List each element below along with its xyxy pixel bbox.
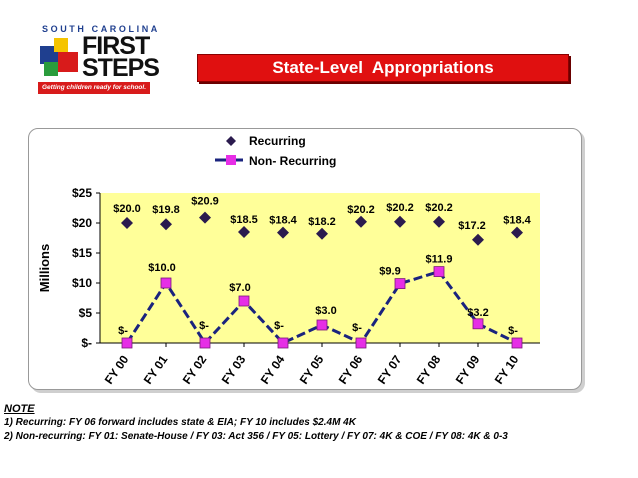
y-tick-label: $15 [72,246,92,260]
x-tick-label: FY 03 [219,352,249,386]
notes-section: NOTE 1) Recurring: FY 06 forward include… [4,402,508,444]
non-recurring-point [316,319,328,331]
non-recurring-point [511,337,523,349]
non-recurring-data-label: $- [118,325,128,337]
non-recurring-point [355,337,367,349]
non-recurring-data-label: $3.0 [315,305,336,317]
recurring-point [277,226,289,239]
recurring-data-label: $18.2 [308,216,336,228]
non-recurring-data-label: $9.9 [379,266,400,278]
recurring-point [394,215,406,228]
recurring-data-label: $19.8 [152,204,180,216]
y-tick-label: $25 [72,186,92,200]
x-tick-label: FY 10 [492,352,522,386]
recurring-point [121,217,133,229]
note-line-2: 2) Non-recurring: FY 01: Senate-House / … [4,431,508,442]
plot-area [100,193,540,343]
y-tick-label: $- [81,336,92,350]
recurring-point [160,218,172,231]
non-recurring-point [199,337,211,349]
y-tick-label: $10 [72,276,92,290]
y-tick-label: $5 [79,306,93,320]
recurring-data-label: $20.0 [113,203,141,215]
legend-recurring-marker [226,136,236,146]
recurring-data-label: $20.2 [386,202,414,214]
x-tick-label: FY 04 [258,352,288,386]
x-tick-label: FY 00 [102,352,132,386]
non-recurring-data-label: $- [352,322,362,334]
x-tick-label: FY 09 [453,352,483,386]
non-recurring-data-label: $- [274,320,284,332]
non-recurring-data-label: $- [199,320,209,332]
logo-state-text: SOUTH CAROLINA [42,24,160,34]
recurring-point [511,226,523,239]
x-tick-label: FY 01 [141,352,171,386]
y-tick-label: $20 [72,216,92,230]
non-recurring-data-label: $10.0 [148,262,176,274]
recurring-data-label: $18.4 [503,215,531,227]
legend-recurring-label: Recurring [249,134,306,148]
recurring-point [472,233,484,246]
non-recurring-point [394,278,406,290]
title-banner: State-Level Appropriations [197,54,569,82]
non-recurring-point [433,266,445,278]
recurring-data-label: $17.2 [458,220,486,232]
recurring-point [355,215,367,228]
non-recurring-data-label: $7.0 [229,282,250,294]
first-steps-logo: SOUTH CAROLINA FIRST STEPS Getting child… [38,24,160,100]
logo-blocks-icon [40,38,78,76]
x-tick-label: FY 08 [414,352,444,386]
legend-non-recurring-label: Non- Recurring [249,154,336,168]
recurring-point [316,227,328,240]
recurring-data-label: $20.2 [425,202,453,214]
non-recurring-point [472,318,484,330]
non-recurring-point [277,337,289,349]
recurring-data-label: $18.5 [230,214,258,226]
non-recurring-point [238,295,250,307]
recurring-point [433,215,445,228]
recurring-data-label: $18.4 [269,215,297,227]
recurring-data-label: $20.9 [191,196,219,208]
non-recurring-data-label: $3.2 [467,307,488,319]
x-tick-label: FY 07 [375,352,405,386]
non-recurring-point [160,277,172,289]
x-tick-label: FY 06 [336,352,366,386]
recurring-point [199,211,211,224]
recurring-point [238,226,250,238]
non-recurring-point [121,337,133,349]
logo-word-steps: STEPS [82,54,160,82]
recurring-data-label: $20.2 [347,204,375,216]
logo-tagline: Getting children ready for school. [38,82,150,94]
non-recurring-data-label: $11.9 [426,254,453,266]
logo-word-first: FIRST [82,32,150,60]
notes-heading: NOTE [4,403,35,415]
x-tick-label: FY 05 [297,352,327,386]
note-line-1: 1) Recurring: FY 06 forward includes sta… [4,417,356,428]
y-axis-title: Millions [37,244,52,292]
non-recurring-data-label: $- [508,325,518,337]
x-tick-label: FY 02 [180,352,210,386]
legend-non-recurring-marker [226,155,236,165]
page-title: State-Level Appropriations [272,58,494,77]
